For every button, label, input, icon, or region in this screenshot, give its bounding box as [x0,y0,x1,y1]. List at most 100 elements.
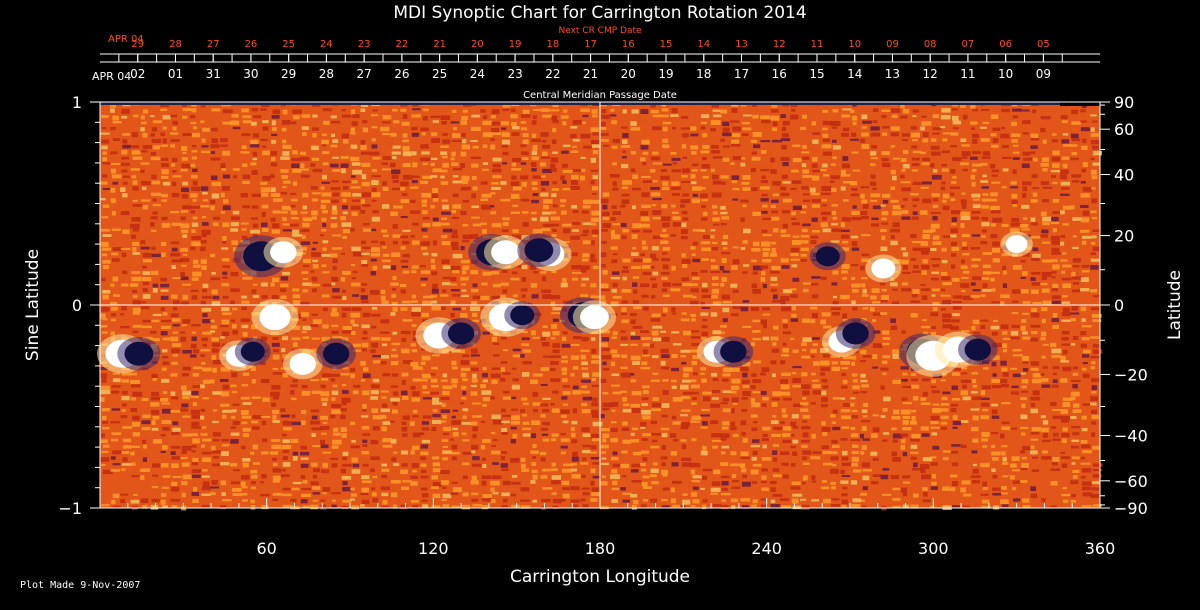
field-cell [552,151,558,154]
field-cell [111,408,120,411]
field-cell [692,391,699,395]
field-cell [730,265,738,270]
field-cell [590,180,595,185]
field-cell [570,133,577,139]
field-cell [951,108,958,111]
field-cell [181,445,192,451]
field-cell [350,498,356,501]
field-cell [732,306,742,309]
field-cell [652,114,663,118]
field-cell [690,174,696,179]
field-cell [560,175,565,181]
field-cell [312,499,319,502]
field-cell [1072,409,1082,413]
field-cell [390,438,397,444]
field-cell [1011,456,1020,461]
field-cell [282,504,293,509]
field-cell [642,354,650,357]
field-cell [110,151,118,155]
field-cell [182,349,192,354]
field-cell [652,283,658,288]
field-cell [631,205,636,210]
field-cell [531,120,537,125]
field-cell [551,480,561,485]
field-cell [120,415,128,419]
field-cell [752,319,761,323]
field-cell [912,288,920,294]
field-cell [1021,385,1027,389]
field-cell [930,505,935,508]
field-cell [402,229,411,232]
field-cell [692,372,698,376]
field-cell [631,109,639,114]
field-cell [191,469,201,474]
field-cell [781,126,787,132]
field-cell [291,337,301,341]
field-cell [820,403,828,408]
field-cell [1032,247,1039,252]
field-cell [561,343,571,348]
field-cell [1072,403,1080,408]
field-cell [731,139,740,144]
field-cell [920,402,931,406]
field-cell [970,247,981,250]
field-cell [1092,463,1103,467]
field-cell [800,211,807,214]
field-cell [342,451,349,456]
field-cell [261,211,266,217]
field-cell [1041,318,1046,324]
field-cell [220,336,225,339]
field-cell [970,475,981,478]
field-cell [542,355,553,358]
field-cell [641,294,649,298]
field-cell [311,390,322,394]
field-cell [121,403,127,407]
field-cell [760,115,770,120]
field-cell [582,145,593,149]
field-cell [741,181,750,185]
field-cell [412,415,419,418]
field-cell [222,409,232,413]
field-cell [412,409,418,414]
field-cell [901,216,911,220]
field-cell [862,438,870,441]
field-cell [1090,127,1095,132]
field-cell [951,313,960,317]
field-cell [340,252,346,255]
field-cell [931,277,939,281]
field-cell [300,451,310,456]
field-cell [532,108,541,111]
field-cell [292,150,298,155]
field-cell [590,295,600,299]
field-cell [370,247,380,253]
field-cell [141,397,149,402]
field-cell [491,379,498,384]
field-cell [391,151,401,155]
field-cell [931,294,936,297]
field-cell [190,163,196,168]
field-cell [501,492,510,497]
field-cell [1071,121,1081,125]
field-cell [1012,157,1020,160]
field-cell [322,451,331,454]
field-cell [652,235,663,240]
field-cell [452,204,462,209]
field-cell [270,451,279,455]
field-cell [112,120,122,124]
field-cell [1062,307,1070,313]
field-cell [841,385,848,389]
field-cell [860,138,866,143]
field-cell [1052,283,1059,289]
field-cell [610,456,619,461]
field-cell [752,337,761,341]
field-cell [472,456,480,461]
field-cell [442,133,448,136]
field-cell [1072,235,1077,238]
field-cell [342,486,352,492]
field-cell [880,367,889,371]
field-cell [361,499,370,504]
field-cell [950,474,958,478]
field-cell [611,354,621,358]
next-cr-axis-title: Next CR CMP Date [558,26,642,36]
field-cell [400,199,410,204]
